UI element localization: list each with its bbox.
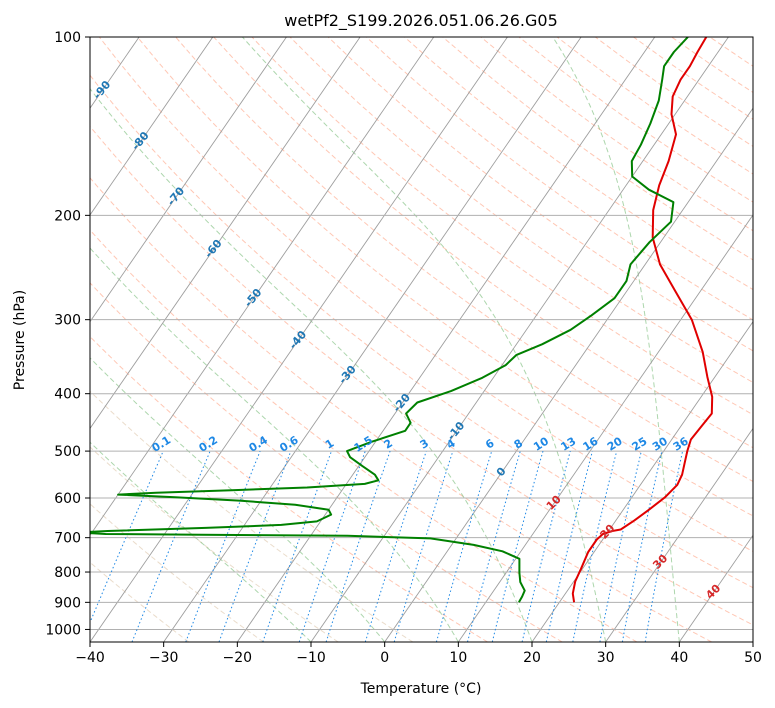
x-axis-ticks: −40 −30 −20 −10 0 10 20 30 40 50 bbox=[75, 642, 762, 666]
mixing-ratio-line bbox=[521, 450, 571, 642]
plot-frame bbox=[89, 36, 754, 643]
isotherm-line bbox=[90, 37, 287, 323]
isotherm-line bbox=[457, 214, 753, 642]
y-axis-ticks: 100 200 300 400 500 600 700 800 900 1000 bbox=[45, 30, 90, 638]
moist-adiabat-line bbox=[242, 37, 607, 642]
isotherm-line bbox=[531, 320, 753, 642]
temperature-profile bbox=[571, 37, 714, 603]
moist-adiabat-line bbox=[90, 357, 386, 642]
mixing-ratio-line bbox=[185, 450, 261, 642]
x-tick-label: 40 bbox=[670, 650, 688, 666]
isotherm-line bbox=[236, 37, 656, 642]
dry-adiabat-line bbox=[404, 37, 753, 291]
x-tick-label: 0 bbox=[380, 650, 389, 666]
mixing-ratio-line bbox=[262, 450, 332, 642]
x-axis-label: Temperature (°C) bbox=[360, 681, 482, 697]
moist-adiabats bbox=[90, 37, 680, 642]
y-axis-label: Pressure (hPa) bbox=[12, 290, 28, 390]
mixing-ratio-line bbox=[364, 450, 427, 642]
mixing-ratio-line bbox=[298, 450, 366, 642]
y-tick-label: 800 bbox=[54, 565, 81, 581]
isotherm-line bbox=[678, 534, 753, 642]
x-tick-label: 50 bbox=[744, 650, 762, 666]
chart-title: wetPf2_S199.2026.051.06.26.G05 bbox=[284, 11, 558, 31]
isotherm-line bbox=[163, 37, 582, 642]
y-tick-label: 300 bbox=[54, 313, 81, 329]
y-tick-label: 400 bbox=[54, 387, 81, 403]
mixing-ratio-line bbox=[435, 450, 493, 642]
isotherm-line bbox=[310, 37, 729, 642]
mixing-ratio-line bbox=[572, 450, 618, 642]
mixing-ratio-line bbox=[393, 450, 454, 642]
moist-adiabat-line bbox=[90, 247, 459, 642]
isotherm-line bbox=[90, 37, 361, 430]
mixing-ratio-line bbox=[131, 450, 211, 642]
isotherm-line bbox=[605, 427, 753, 642]
x-tick-label: 30 bbox=[597, 650, 615, 666]
dry-adiabat-line bbox=[90, 335, 488, 642]
moist-adiabat-line bbox=[90, 87, 533, 642]
y-tick-label: 200 bbox=[54, 208, 81, 224]
x-tick-label: −30 bbox=[149, 650, 179, 666]
mixing-ratio-line bbox=[90, 450, 164, 624]
x-tick-label: −10 bbox=[296, 650, 326, 666]
dry-adiabat-line bbox=[137, 37, 753, 517]
y-tick-label: 700 bbox=[54, 531, 81, 547]
x-tick-label: −40 bbox=[75, 650, 105, 666]
isotherm-line bbox=[90, 37, 214, 216]
moist-adiabat-line bbox=[90, 441, 312, 642]
isotherm-line bbox=[90, 37, 435, 537]
dry-adiabat-line bbox=[90, 177, 712, 642]
moist-adiabat-line bbox=[552, 37, 680, 642]
mixing-ratio-line bbox=[491, 450, 544, 642]
pressure-gridlines bbox=[90, 37, 753, 630]
dry-adiabat-line bbox=[90, 561, 190, 642]
dry-adiabat-line bbox=[90, 282, 563, 642]
isotherm-line bbox=[90, 37, 508, 642]
mixing-ratio-line bbox=[325, 450, 391, 642]
x-tick-label: 10 bbox=[449, 650, 467, 666]
mixing-ratio-line bbox=[467, 450, 521, 642]
x-tick-label: −20 bbox=[223, 650, 253, 666]
dry-adiabat-line bbox=[251, 37, 753, 416]
dewpoint-profile bbox=[90, 37, 689, 603]
plot-area: 0.10.20.40.611.52346810131620253036-100-… bbox=[90, 37, 753, 642]
mixing-ratio-lines bbox=[90, 450, 684, 642]
y-tick-label: 100 bbox=[54, 30, 81, 46]
y-tick-label: 900 bbox=[54, 595, 81, 611]
y-tick-label: 1000 bbox=[45, 622, 81, 638]
x-tick-label: 20 bbox=[523, 650, 541, 666]
y-tick-label: 600 bbox=[54, 491, 81, 507]
profiles bbox=[90, 37, 714, 603]
mixing-ratio-line bbox=[218, 450, 292, 642]
dry-adiabat-line bbox=[213, 37, 753, 449]
isotherms bbox=[90, 37, 753, 642]
dry-adiabat-line bbox=[366, 37, 753, 321]
dry-adiabat-line bbox=[90, 125, 753, 626]
dry-adiabat-line bbox=[90, 229, 638, 642]
dry-adiabats bbox=[90, 37, 753, 642]
mixing-ratio-line bbox=[545, 450, 593, 642]
y-tick-label: 500 bbox=[54, 444, 81, 460]
